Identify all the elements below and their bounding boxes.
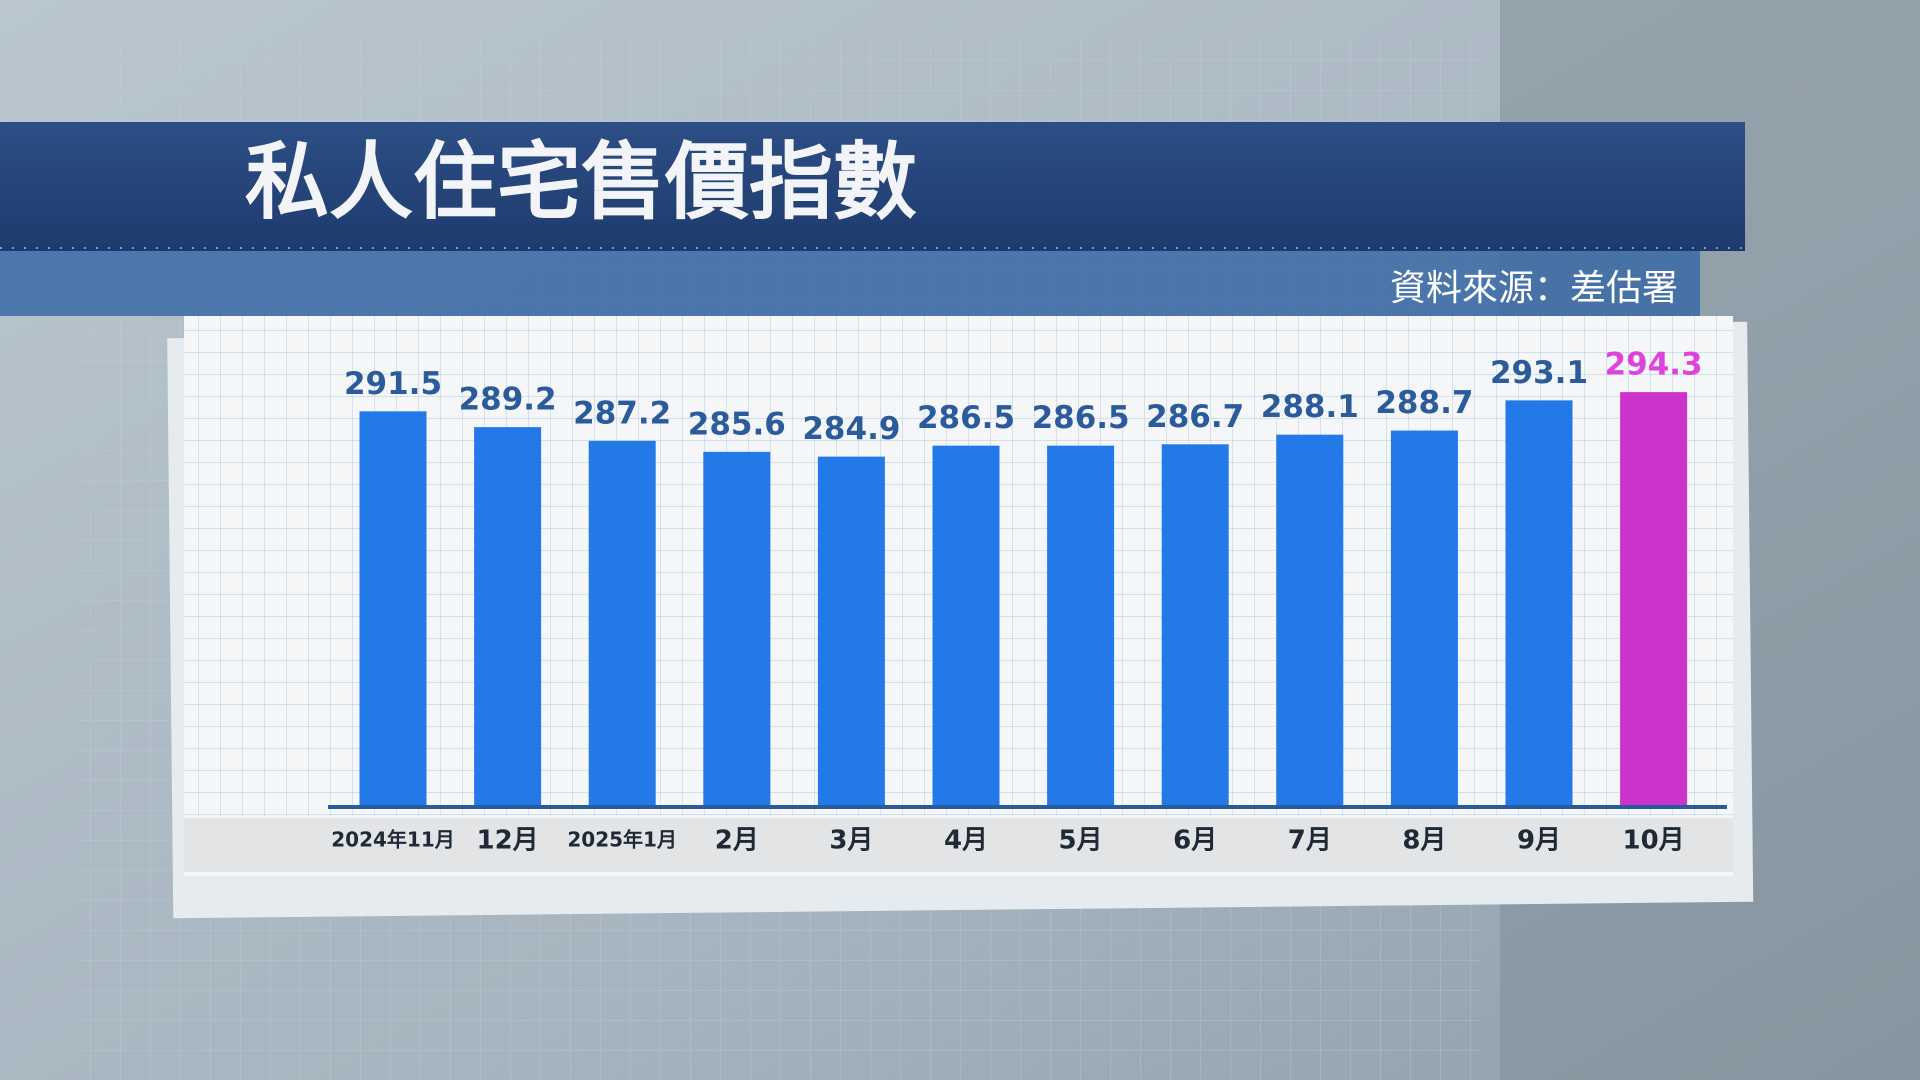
value-label: 294.3 bbox=[1605, 347, 1703, 383]
bar bbox=[1161, 444, 1229, 806]
x-tick-label: 9月 bbox=[1517, 826, 1561, 856]
x-tick-label: 10月 bbox=[1623, 826, 1685, 856]
bar bbox=[474, 427, 542, 806]
value-label: 291.5 bbox=[344, 366, 442, 402]
value-label: 286.5 bbox=[917, 400, 1015, 436]
bar bbox=[1276, 434, 1344, 806]
bar bbox=[1047, 445, 1115, 806]
x-tick-label: 6月 bbox=[1173, 826, 1217, 856]
bar bbox=[703, 451, 771, 806]
x-tick-label: 2024年11月 bbox=[331, 828, 455, 852]
value-label: 293.1 bbox=[1490, 355, 1588, 391]
bar bbox=[817, 456, 885, 806]
value-label: 288.7 bbox=[1375, 385, 1473, 421]
x-tick-label: 4月 bbox=[944, 826, 988, 856]
x-tick-label: 2025年1月 bbox=[567, 828, 677, 852]
bar bbox=[1505, 400, 1573, 806]
value-label: 286.7 bbox=[1146, 399, 1244, 435]
x-tick-label: 5月 bbox=[1059, 826, 1103, 856]
chart-title: 私人住宅售價指數 bbox=[245, 133, 917, 231]
x-tick-label: 2月 bbox=[715, 826, 759, 856]
bar bbox=[1620, 392, 1688, 806]
title-banner bbox=[0, 122, 1745, 251]
x-tick-label: 12月 bbox=[477, 826, 539, 856]
value-label: 289.2 bbox=[459, 382, 557, 418]
value-label: 287.2 bbox=[573, 395, 671, 431]
source-strip bbox=[0, 251, 1700, 316]
x-tick-label: 7月 bbox=[1288, 826, 1332, 856]
plot: 291.5 2024年11月 289.2 12月 287.2 2025年1月 285.6 2月… bbox=[328, 347, 1727, 856]
bar bbox=[359, 411, 427, 806]
x-tick-label: 8月 bbox=[1402, 826, 1446, 856]
bar bbox=[1390, 430, 1458, 806]
value-label: 286.5 bbox=[1032, 400, 1130, 436]
value-label: 288.1 bbox=[1261, 389, 1359, 425]
x-tick-label: 3月 bbox=[829, 826, 873, 856]
bar bbox=[588, 440, 656, 806]
value-label: 284.9 bbox=[802, 411, 900, 447]
source-note: 資料來源：差估署 bbox=[1390, 268, 1678, 309]
category-strip bbox=[184, 818, 1733, 872]
value-label: 285.6 bbox=[688, 406, 786, 442]
bar bbox=[932, 445, 1000, 806]
